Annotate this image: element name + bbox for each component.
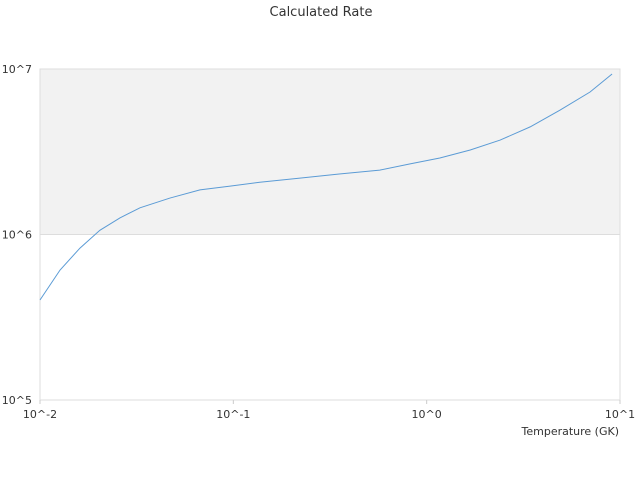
data-line [39,73,613,301]
x-axis-label: Temperature (GK) [521,425,620,438]
plot-band [40,69,620,235]
y-tick-label: 10^6 [2,229,32,242]
chart-title: Calculated Rate [270,5,373,20]
y-tick-label: 10^5 [2,394,32,407]
y-tick-label: 10^7 [2,63,32,76]
x-tick-label: 10^-2 [23,408,57,421]
x-tick-label: 10^1 [605,408,635,421]
x-tick-label: 10^-1 [216,408,250,421]
x-tick-label: 10^0 [412,408,442,421]
